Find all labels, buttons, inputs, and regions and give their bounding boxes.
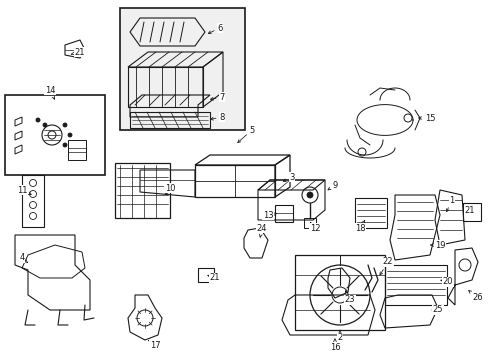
Bar — [130, 112, 209, 128]
Text: 2: 2 — [337, 330, 342, 342]
Text: 21: 21 — [464, 206, 474, 215]
Bar — [120, 8, 244, 130]
Text: 1: 1 — [446, 195, 454, 212]
Bar — [294, 255, 384, 330]
Text: 24: 24 — [256, 224, 267, 237]
Text: 23: 23 — [344, 291, 355, 305]
Bar — [274, 205, 292, 222]
Text: 22: 22 — [379, 257, 392, 275]
Text: 20: 20 — [440, 278, 452, 287]
Bar — [304, 218, 315, 228]
Text: 6: 6 — [208, 23, 222, 33]
Text: 12: 12 — [309, 222, 320, 233]
Text: 21: 21 — [71, 48, 85, 57]
Bar — [195, 165, 274, 197]
Circle shape — [43, 123, 47, 127]
Circle shape — [63, 123, 67, 127]
Text: 5: 5 — [237, 126, 254, 143]
Text: 7: 7 — [210, 93, 224, 102]
Text: 17: 17 — [148, 341, 160, 350]
Bar — [5, 95, 105, 175]
Circle shape — [63, 143, 67, 147]
Text: 8: 8 — [210, 112, 224, 122]
Text: 18: 18 — [354, 220, 365, 233]
Text: 25: 25 — [431, 306, 442, 315]
Text: 14: 14 — [45, 86, 55, 99]
Text: 21: 21 — [207, 274, 220, 283]
Text: 16: 16 — [329, 339, 340, 352]
Text: 13: 13 — [262, 211, 276, 220]
Text: 26: 26 — [468, 291, 482, 302]
Text: 3: 3 — [283, 172, 294, 181]
Circle shape — [36, 118, 40, 122]
Bar — [384, 265, 446, 305]
Bar — [462, 203, 480, 221]
Text: 11: 11 — [17, 185, 31, 195]
Text: 4: 4 — [20, 253, 27, 263]
Bar — [128, 67, 203, 107]
Text: 19: 19 — [430, 240, 445, 249]
Bar — [198, 268, 214, 282]
Bar — [115, 163, 170, 218]
Circle shape — [306, 192, 312, 198]
Bar — [22, 175, 44, 227]
Text: 9: 9 — [327, 180, 337, 190]
Bar — [68, 140, 86, 160]
Text: 15: 15 — [418, 113, 434, 122]
Text: 10: 10 — [164, 184, 175, 194]
Circle shape — [68, 133, 72, 137]
Bar — [354, 198, 386, 228]
